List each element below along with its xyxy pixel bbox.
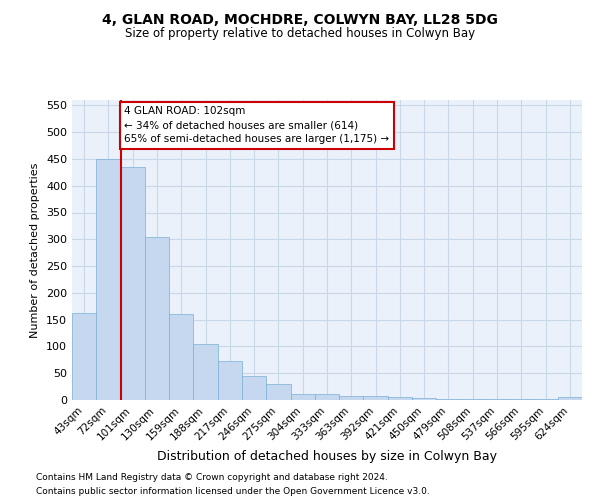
Bar bbox=[96, 159, 121, 400]
Bar bbox=[290, 394, 315, 400]
Bar bbox=[145, 236, 169, 400]
Text: 4 GLAN ROAD: 102sqm
← 34% of detached houses are smaller (614)
65% of semi-detac: 4 GLAN ROAD: 102sqm ← 34% of detached ho… bbox=[124, 106, 389, 144]
Text: Contains HM Land Registry data © Crown copyright and database right 2024.: Contains HM Land Registry data © Crown c… bbox=[36, 472, 388, 482]
Bar bbox=[315, 394, 339, 400]
Bar bbox=[121, 167, 145, 400]
Bar bbox=[533, 399, 558, 400]
Bar bbox=[193, 344, 218, 400]
Y-axis label: Number of detached properties: Number of detached properties bbox=[31, 162, 40, 338]
Bar bbox=[266, 384, 290, 400]
Bar bbox=[436, 399, 461, 400]
Text: Size of property relative to detached houses in Colwyn Bay: Size of property relative to detached ho… bbox=[125, 28, 475, 40]
Bar bbox=[558, 398, 582, 400]
Bar bbox=[169, 314, 193, 400]
Bar bbox=[72, 313, 96, 400]
Bar bbox=[388, 398, 412, 400]
Bar bbox=[339, 396, 364, 400]
Text: Contains public sector information licensed under the Open Government Licence v3: Contains public sector information licen… bbox=[36, 488, 430, 496]
Bar bbox=[412, 398, 436, 400]
Bar bbox=[461, 399, 485, 400]
X-axis label: Distribution of detached houses by size in Colwyn Bay: Distribution of detached houses by size … bbox=[157, 450, 497, 463]
Bar bbox=[364, 396, 388, 400]
Bar bbox=[218, 362, 242, 400]
Bar bbox=[242, 376, 266, 400]
Text: 4, GLAN ROAD, MOCHDRE, COLWYN BAY, LL28 5DG: 4, GLAN ROAD, MOCHDRE, COLWYN BAY, LL28 … bbox=[102, 12, 498, 26]
